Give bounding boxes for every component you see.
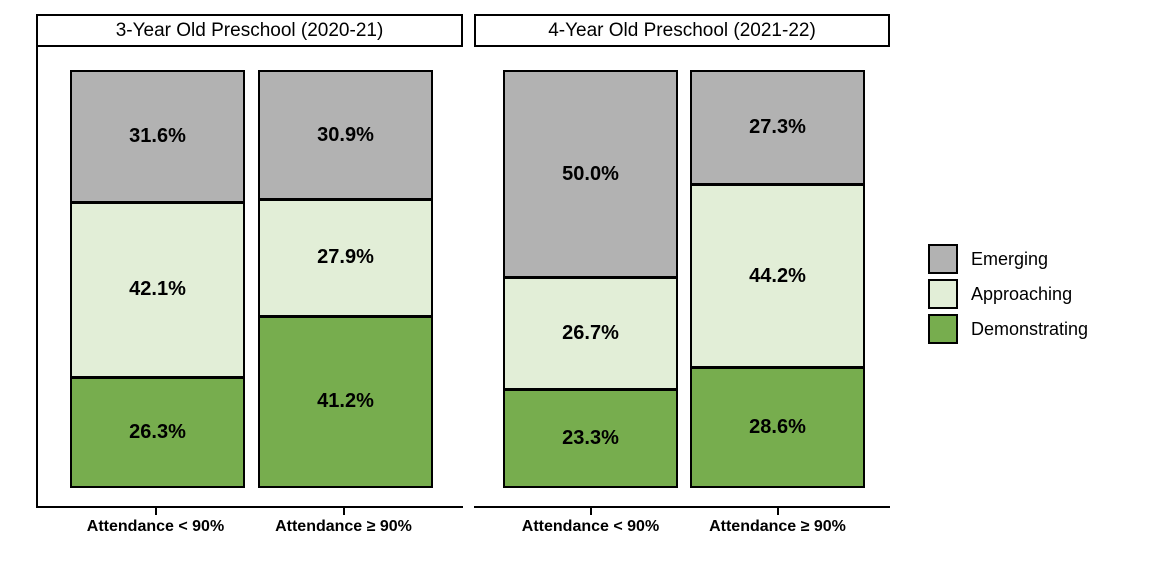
bar-segment-demonstrating: 26.3% <box>72 375 243 486</box>
bar-segment-demonstrating: 23.3% <box>505 387 676 486</box>
facet-panel-4-year-old: 4-Year Old Preschool (2021-22) 50.0% 26.7… <box>474 14 890 536</box>
segment-value-label: 42.1% <box>129 278 186 301</box>
segment-value-label: 28.6% <box>749 416 806 439</box>
bar-segment-approaching: 42.1% <box>72 200 243 376</box>
bar-segment-approaching: 44.2% <box>692 183 863 367</box>
segment-value-label: 50.0% <box>562 162 619 185</box>
bar-segment-emerging: 50.0% <box>505 72 676 276</box>
x-axis-labels: Attendance < 90% Attendance ≥ 90% <box>474 508 890 536</box>
x-axis-category-label: Attendance < 90% <box>68 508 243 536</box>
segment-value-label: 23.3% <box>562 426 619 449</box>
bar-segment-demonstrating: 28.6% <box>692 366 863 486</box>
axis-tick <box>776 508 779 515</box>
bars-group: 50.0% 26.7% 23.3% 27.3% 44.2% 28.6% <box>474 47 890 488</box>
legend-key-swatch <box>928 279 958 309</box>
segment-value-label: 26.3% <box>129 420 186 443</box>
segment-value-label: 31.6% <box>129 124 186 147</box>
bar-segment-demonstrating: 41.2% <box>260 314 431 486</box>
bars-group: 31.6% 42.1% 26.3% 30.9% 27.9% 41.2% <box>38 47 463 488</box>
bar-segment-emerging: 31.6% <box>72 72 243 201</box>
segment-value-label: 27.9% <box>317 246 374 269</box>
stacked-bar: 30.9% 27.9% 41.2% <box>258 70 433 488</box>
legend-item-demonstrating: Demonstrating <box>928 314 1088 344</box>
axis-tick <box>342 508 345 515</box>
bar-segment-emerging: 30.9% <box>260 72 431 199</box>
x-axis-category-label: Attendance ≥ 90% <box>690 508 865 536</box>
legend: Emerging Approaching Demonstrating <box>928 244 1088 344</box>
bar-segment-approaching: 27.9% <box>260 198 431 315</box>
plot-area: 31.6% 42.1% 26.3% 30.9% 27.9% 41.2% <box>36 47 463 508</box>
facet-panel-3-year-old: 3-Year Old Preschool (2020-21) 31.6% 42.1… <box>36 14 463 536</box>
legend-label: Approaching <box>971 283 1073 304</box>
legend-key-swatch <box>928 244 958 274</box>
panel-title-3-year-old: 3-Year Old Preschool (2020-21) <box>36 14 463 47</box>
segment-value-label: 26.7% <box>562 321 619 344</box>
legend-label: Demonstrating <box>971 318 1089 339</box>
panel-title-4-year-old: 4-Year Old Preschool (2021-22) <box>474 14 890 47</box>
segment-value-label: 41.2% <box>317 390 374 413</box>
plot-area: 50.0% 26.7% 23.3% 27.3% 44.2% 28.6% <box>474 47 890 508</box>
legend-item-emerging: Emerging <box>928 244 1088 274</box>
stacked-bar: 50.0% 26.7% 23.3% <box>503 70 678 488</box>
segment-value-label: 44.2% <box>749 264 806 287</box>
stacked-bar: 31.6% 42.1% 26.3% <box>70 70 245 488</box>
legend-item-approaching: Approaching <box>928 279 1088 309</box>
segment-value-label: 30.9% <box>317 123 374 146</box>
x-axis-category-label: Attendance ≥ 90% <box>256 508 431 536</box>
axis-tick <box>589 508 592 515</box>
bar-segment-emerging: 27.3% <box>692 72 863 184</box>
x-axis-labels: Attendance < 90% Attendance ≥ 90% <box>36 508 463 536</box>
segment-value-label: 27.3% <box>749 116 806 139</box>
stacked-bar: 27.3% 44.2% 28.6% <box>690 70 865 488</box>
legend-key-swatch <box>928 314 958 344</box>
x-axis-category-label: Attendance < 90% <box>503 508 678 536</box>
bar-segment-approaching: 26.7% <box>505 276 676 388</box>
axis-tick <box>154 508 157 515</box>
legend-label: Emerging <box>971 248 1049 269</box>
